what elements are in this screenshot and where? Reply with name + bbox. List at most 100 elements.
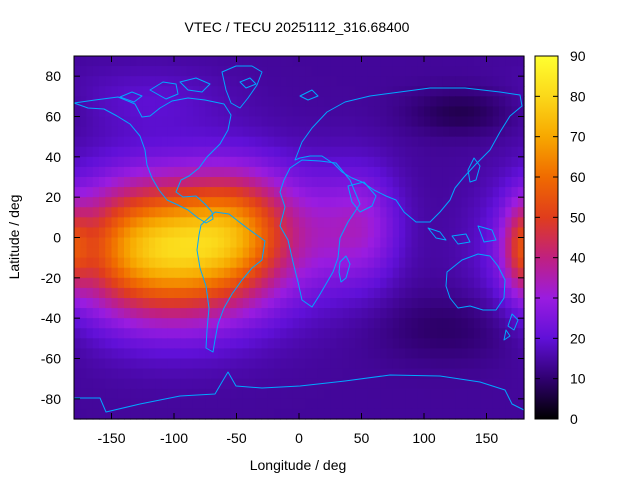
heatmap-cell <box>317 257 325 269</box>
heatmap-cell <box>374 267 381 279</box>
heatmap-cell <box>499 156 506 168</box>
heatmap-cell <box>361 227 369 239</box>
heatmap-cell <box>117 287 125 299</box>
heatmap-cell <box>399 116 406 128</box>
heatmap-cell <box>499 116 506 128</box>
heatmap-cell <box>292 378 300 390</box>
heatmap-cell <box>236 116 244 128</box>
heatmap-cell <box>236 328 244 339</box>
heatmap-cell <box>80 257 88 269</box>
heatmap-cell <box>424 247 431 259</box>
heatmap-cell <box>92 146 100 158</box>
heatmap-cell <box>424 177 431 188</box>
heatmap-cell <box>174 388 181 400</box>
heatmap-cell <box>455 156 463 168</box>
heatmap-cell <box>230 378 238 390</box>
heatmap-cell <box>286 207 294 218</box>
heatmap-cell <box>286 388 294 400</box>
heatmap-cell <box>205 187 213 198</box>
heatmap-cell <box>111 378 119 390</box>
heatmap-cell <box>474 298 481 309</box>
heatmap-cell <box>311 177 319 188</box>
heatmap-cell <box>499 338 506 350</box>
heatmap-cell <box>267 398 275 410</box>
heatmap-cell <box>186 146 194 158</box>
heatmap-cell <box>236 106 244 118</box>
heatmap-cell <box>192 277 200 289</box>
heatmap-cell <box>142 76 150 87</box>
heatmap-cell <box>355 217 363 229</box>
heatmap-cell <box>267 66 275 77</box>
heatmap-cell <box>155 328 163 339</box>
heatmap-cell <box>180 126 188 138</box>
heatmap-cell <box>142 207 150 218</box>
heatmap-cell <box>105 388 113 400</box>
heatmap-cell <box>330 237 338 249</box>
heatmap-cell <box>449 318 456 329</box>
heatmap-cell <box>467 267 475 279</box>
heatmap-cell <box>74 156 81 168</box>
heatmap-cell <box>355 277 363 289</box>
heatmap-cell <box>86 398 94 410</box>
heatmap-cell <box>167 318 175 329</box>
heatmap-cell <box>330 96 338 108</box>
heatmap-cell <box>142 126 150 138</box>
heatmap-cell <box>361 368 369 380</box>
heatmap-cell <box>136 187 144 198</box>
heatmap-cell <box>367 156 375 168</box>
heatmap-cell <box>167 257 175 269</box>
heatmap-cell <box>192 408 200 420</box>
heatmap-cell <box>424 66 431 77</box>
heatmap-cell <box>74 96 81 108</box>
heatmap-cell <box>511 217 519 229</box>
heatmap-cell <box>136 126 144 138</box>
heatmap-cell <box>374 86 381 97</box>
heatmap-cell <box>211 267 219 279</box>
heatmap-cell <box>217 287 225 299</box>
heatmap-cell <box>311 217 319 229</box>
heatmap-cell <box>124 368 131 380</box>
heatmap-cell <box>474 197 481 208</box>
heatmap-cell <box>224 217 231 229</box>
heatmap-cell <box>392 267 400 279</box>
heatmap-cell <box>517 358 525 370</box>
heatmap-cell <box>236 126 244 138</box>
heatmap-cell <box>517 247 525 259</box>
heatmap-cell <box>380 277 388 289</box>
heatmap-cell <box>474 408 481 420</box>
heatmap-cell <box>180 378 188 390</box>
heatmap-cell <box>280 66 288 77</box>
heatmap-cell <box>249 358 256 370</box>
heatmap-cell <box>324 298 331 309</box>
heatmap-cell <box>305 358 313 370</box>
heatmap-cell <box>449 146 456 158</box>
heatmap-cell <box>399 136 406 148</box>
heatmap-cell <box>142 328 150 339</box>
heatmap-cell <box>99 187 106 198</box>
heatmap-cell <box>361 237 369 249</box>
heatmap-cell <box>280 56 288 67</box>
heatmap-cell <box>374 136 381 148</box>
heatmap-cell <box>174 257 181 269</box>
heatmap-cell <box>299 378 306 390</box>
heatmap-cell <box>430 257 438 269</box>
heatmap-cell <box>236 66 244 77</box>
heatmap-cell <box>74 277 81 289</box>
heatmap-cell <box>517 197 525 208</box>
heatmap-cell <box>517 267 525 279</box>
heatmap-cell <box>230 76 238 87</box>
heatmap-cell <box>367 126 375 138</box>
heatmap-cell <box>511 116 519 128</box>
heatmap-cell <box>342 227 350 239</box>
heatmap-cell <box>511 156 519 168</box>
heatmap-cell <box>424 166 431 178</box>
heatmap-cell <box>136 66 144 77</box>
heatmap-cell <box>486 237 494 249</box>
heatmap-cell <box>317 207 325 218</box>
heatmap-cell <box>236 378 244 390</box>
heatmap-cell <box>267 408 275 420</box>
heatmap-cell <box>399 146 406 158</box>
coastline-arctic-islands <box>119 77 319 103</box>
heatmap-cell <box>180 116 188 128</box>
heatmap-cell <box>111 287 119 299</box>
